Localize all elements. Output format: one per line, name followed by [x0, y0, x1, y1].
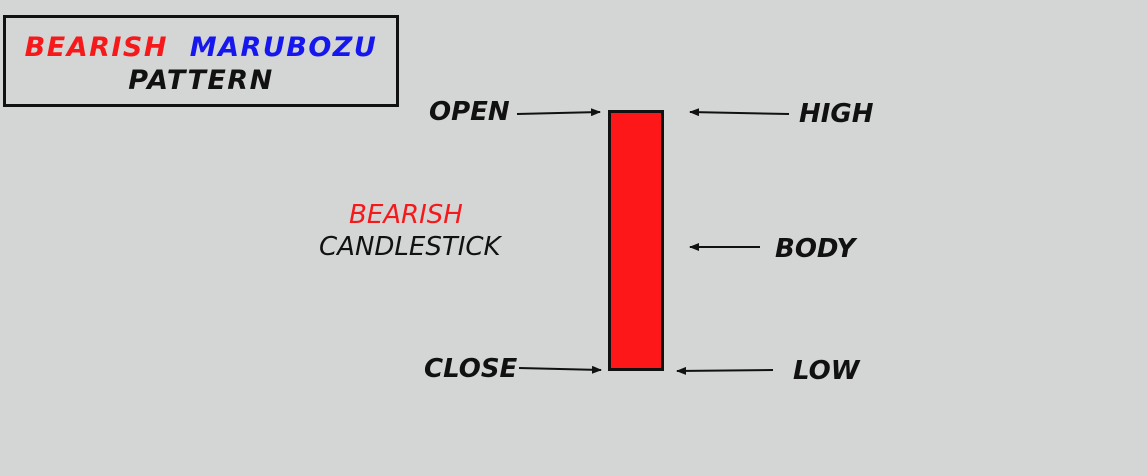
label-low: LOW — [793, 356, 860, 386]
open-arrow — [516, 108, 601, 117]
close-arrow — [518, 365, 602, 374]
label-high: HIGH — [799, 99, 874, 129]
title-line-2: PATTERN — [128, 65, 274, 96]
label-body: BODY — [775, 234, 856, 264]
low-arrow — [676, 366, 774, 375]
caption-bearish: BEARISH — [349, 200, 463, 230]
label-close: CLOSE — [424, 354, 518, 384]
bearish-candle-body — [608, 110, 664, 371]
caption-candlestick: CANDLESTICK — [319, 232, 501, 262]
title-word-bearish: BEARISH — [24, 32, 168, 63]
title-word-marubozu: MARUBOZU — [189, 32, 378, 63]
high-arrow — [689, 108, 790, 117]
title-line-1: BEARISH MARUBOZU — [6, 32, 396, 63]
label-open: OPEN — [429, 97, 510, 127]
title-box: BEARISH MARUBOZU PATTERN — [3, 15, 399, 107]
